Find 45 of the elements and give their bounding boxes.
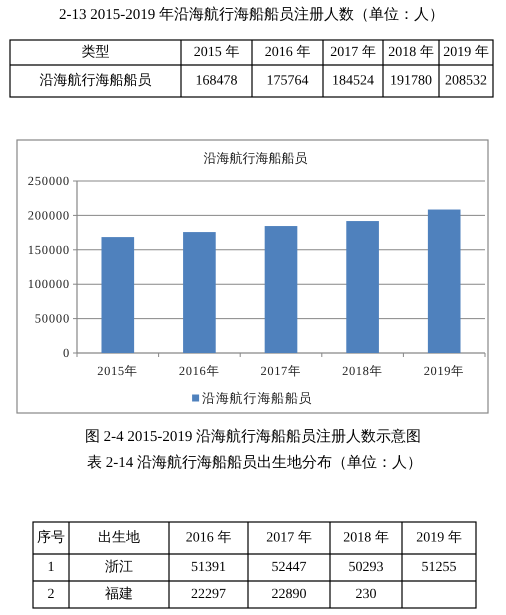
cell-label: 208532 <box>445 74 487 88</box>
x-tick-label: 2015年 <box>97 364 138 378</box>
cell-label: 22297 <box>191 587 226 602</box>
annotation: 图 2-4 2015-2019 沿海航行海船船员注册人数示意图 <box>84 429 422 445</box>
row-header: 类型 <box>82 45 110 60</box>
cell-label: 191780 <box>390 74 432 88</box>
title: 表 2-14 沿海航行海船船员出生地分布（单位：人） <box>87 455 422 471</box>
x-tick-label: 2017年 <box>260 364 302 378</box>
cell-label: 230 <box>356 587 376 602</box>
title: 2-13 2015-2019 年沿海航行海船船员注册人数（单位：人） <box>59 7 444 23</box>
cell-label: 50293 <box>348 560 384 575</box>
column-label: 2016 年 <box>264 45 310 60</box>
column-label: 2019 年 <box>416 530 462 546</box>
annotation: 2 <box>48 587 54 602</box>
cell-label: 51255 <box>422 560 456 575</box>
y-tick-label: 50000 <box>34 312 70 326</box>
cell-label: 51391 <box>191 560 226 575</box>
legend-label: 沿海航行海船船员 <box>202 390 312 406</box>
x-tick-label: 2018年 <box>342 364 384 378</box>
y-tick-label: 100000 <box>28 277 70 292</box>
row-label: 浙江 <box>105 560 133 575</box>
annotation: 序号 <box>37 530 65 546</box>
column-label: 2017 年 <box>330 45 376 60</box>
row-header: 出生地 <box>98 530 140 546</box>
column-label: 2018 年 <box>388 45 434 60</box>
cell-label: 175764 <box>266 74 308 88</box>
y-tick-label: 200000 <box>28 208 70 222</box>
column-label: 2019 年 <box>443 45 489 60</box>
x-tick-label: 2019年 <box>424 364 465 378</box>
row-label: 福建 <box>105 587 133 602</box>
cell-label: 168478 <box>196 74 238 88</box>
row-label: 沿海航行海船船员 <box>40 74 152 88</box>
cell-label: 184524 <box>332 74 374 88</box>
cell-label: 52447 <box>272 560 306 575</box>
title: 沿海航行海船船员 <box>204 150 308 166</box>
y-tick-label: 0 <box>62 346 70 360</box>
annotation: 1 <box>48 560 54 575</box>
column-label: 2018 年 <box>343 530 389 546</box>
cell-label: 22890 <box>272 587 306 602</box>
column-label: 2015 年 <box>194 45 240 60</box>
column-label: 2016 年 <box>186 530 232 546</box>
y-tick-label: 250000 <box>28 174 70 188</box>
column-label: 2017 年 <box>266 530 312 546</box>
x-tick-label: 2016年 <box>178 364 220 378</box>
y-tick-label: 150000 <box>28 242 70 257</box>
